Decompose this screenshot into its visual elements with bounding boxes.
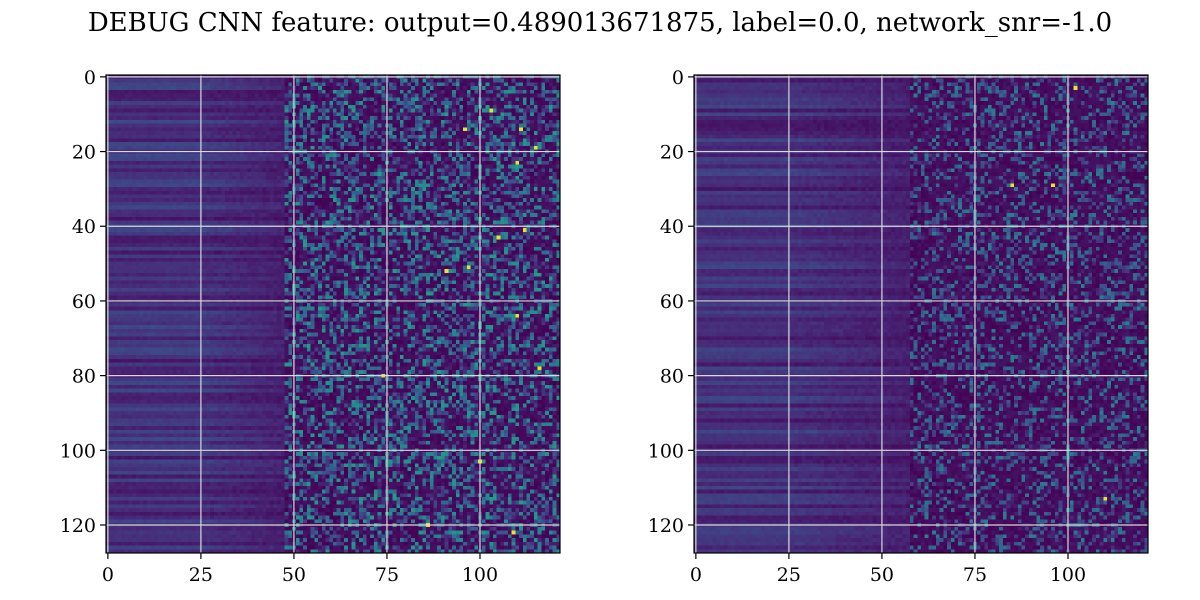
x-tick-label: 100 bbox=[1050, 564, 1086, 586]
y-tick-label: 40 bbox=[72, 216, 96, 238]
heatmap-image bbox=[694, 75, 1148, 553]
y-tick-label: 100 bbox=[60, 440, 96, 462]
y-tick-label: 80 bbox=[72, 366, 96, 388]
x-tick-label: 25 bbox=[777, 564, 801, 586]
heatmap-panel-left: 0 25 50 75 100 0 20 40 60 80 100 120 bbox=[60, 67, 561, 586]
heatmap-image bbox=[106, 75, 560, 553]
x-tick-label: 0 bbox=[690, 564, 702, 586]
y-tick-label: 120 bbox=[648, 515, 684, 537]
heatmap-panel-right: 0 25 50 75 100 0 20 40 60 80 100 120 bbox=[648, 67, 1149, 586]
y-tick-label: 20 bbox=[72, 142, 96, 164]
y-tick-label: 0 bbox=[672, 67, 684, 89]
x-tick-label: 100 bbox=[462, 564, 498, 586]
x-tick-label: 50 bbox=[870, 564, 894, 586]
y-tick-label: 60 bbox=[72, 291, 96, 313]
x-tick-label: 75 bbox=[963, 564, 987, 586]
y-tick-label: 60 bbox=[660, 291, 684, 313]
y-tick-label: 0 bbox=[84, 67, 96, 89]
x-tick-label: 75 bbox=[375, 564, 399, 586]
axes-frame bbox=[693, 74, 1149, 554]
y-tick-label: 120 bbox=[60, 515, 96, 537]
y-tick-label: 100 bbox=[648, 440, 684, 462]
x-tick-label: 50 bbox=[282, 564, 306, 586]
x-tick-label: 0 bbox=[102, 564, 114, 586]
y-tick-label: 20 bbox=[660, 142, 684, 164]
y-tick-label: 40 bbox=[660, 216, 684, 238]
axes-frame bbox=[105, 74, 561, 554]
y-tick-label: 80 bbox=[660, 366, 684, 388]
x-tick-label: 25 bbox=[189, 564, 213, 586]
figure-title: DEBUG CNN feature: output=0.489013671875… bbox=[87, 8, 1113, 38]
